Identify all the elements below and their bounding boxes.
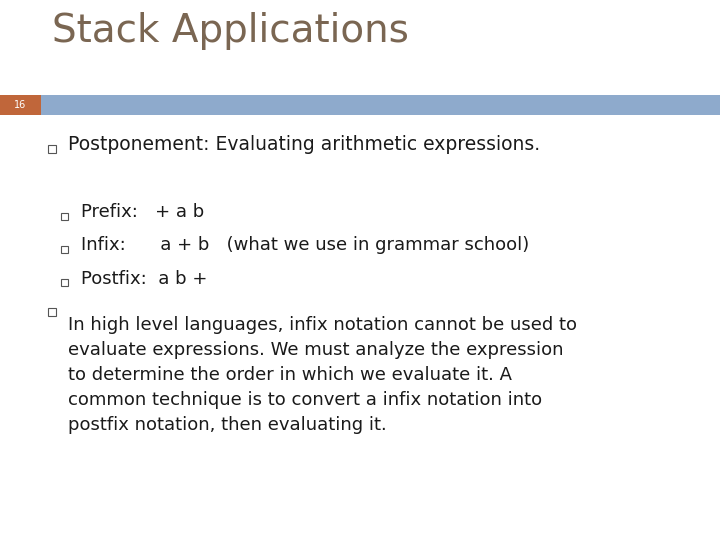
Text: Postfix:  a b +: Postfix: a b + <box>81 270 208 288</box>
FancyBboxPatch shape <box>41 95 720 115</box>
Text: Postponement: Evaluating arithmetic expressions.: Postponement: Evaluating arithmetic expr… <box>68 135 541 154</box>
Text: 16: 16 <box>14 100 27 110</box>
Text: Infix:      a + b   (what we use in grammar school): Infix: a + b (what we use in grammar sch… <box>81 237 530 254</box>
Text: Stack Applications: Stack Applications <box>52 12 409 50</box>
Text: In high level languages, infix notation cannot be used to
evaluate expressions. : In high level languages, infix notation … <box>68 316 577 434</box>
Text: Prefix:   + a b: Prefix: + a b <box>81 203 204 221</box>
FancyBboxPatch shape <box>0 95 41 115</box>
